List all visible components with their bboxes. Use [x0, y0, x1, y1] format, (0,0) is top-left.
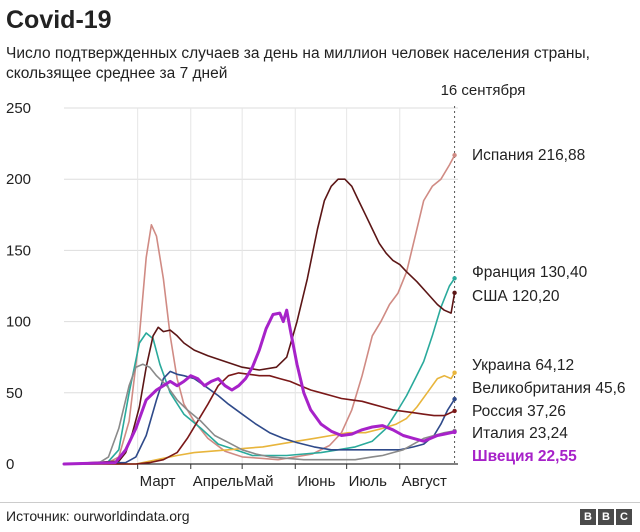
series-lines [62, 152, 457, 466]
series-line [63, 154, 456, 465]
series-label: США 120,20 [472, 288, 560, 305]
y-tick-label: 50 [6, 385, 23, 402]
series-labels: Испания 216,88 Франция 130,40 США 120,20 Ук… [472, 147, 626, 465]
x-tick-label: Апрель [193, 473, 244, 490]
series-line [63, 178, 456, 465]
series-end-point [452, 408, 457, 414]
series-end-point [452, 290, 457, 296]
x-tick-label: Август [402, 473, 447, 490]
line-chart: 0 50 100 150 200 250 Март Апрель Май Июнь Июль Авгу… [6, 82, 626, 490]
x-tick-label: Июль [349, 473, 387, 490]
series-end-point [452, 429, 457, 435]
series-line [63, 363, 456, 465]
logo-letter: B [598, 509, 614, 525]
series-line [63, 277, 456, 465]
series-end-point [452, 276, 457, 281]
y-tick-label: 250 [6, 100, 31, 117]
chart-title: Covid-19 [6, 6, 112, 34]
bbc-logo: B B C [580, 509, 632, 525]
series-label: Россия 37,26 [472, 403, 566, 420]
x-tick-label: Июнь [297, 473, 335, 490]
series-line [63, 371, 456, 465]
series-label: Испания 216,88 [472, 147, 585, 164]
series-label: Швеция 22,55 [472, 448, 577, 465]
series-line [63, 372, 456, 465]
y-tick-label: 200 [6, 171, 31, 188]
chart-subtitle: Число подтвержденных случаев за день на … [6, 45, 590, 82]
footer-divider [0, 502, 640, 503]
y-tick-label: 150 [6, 242, 31, 259]
series-line [62, 308, 457, 466]
x-tick-label: Март [140, 473, 176, 490]
y-tick-label: 0 [6, 456, 14, 473]
date-marker-label: 16 сентября [441, 82, 526, 99]
series-end-point [452, 396, 457, 402]
logo-letter: B [580, 509, 596, 525]
series-end-point [452, 152, 457, 158]
series-end-point [452, 370, 457, 375]
series-label: Франция 130,40 [472, 264, 588, 281]
series-label: Великобритания 45,6 [472, 380, 626, 397]
logo-letter: C [616, 509, 632, 525]
x-tick-label: Май [244, 473, 273, 490]
series-label: Украина 64,12 [472, 357, 574, 374]
gridlines [64, 107, 458, 464]
axes: 0 50 100 150 200 250 Март Апрель Май Июнь Июль Авгу… [6, 82, 525, 490]
series-line [63, 370, 456, 465]
y-tick-label: 100 [6, 314, 31, 331]
series-label: Италия 23,24 [472, 425, 568, 442]
source-note: Источник: ourworldindata.org [6, 508, 190, 524]
